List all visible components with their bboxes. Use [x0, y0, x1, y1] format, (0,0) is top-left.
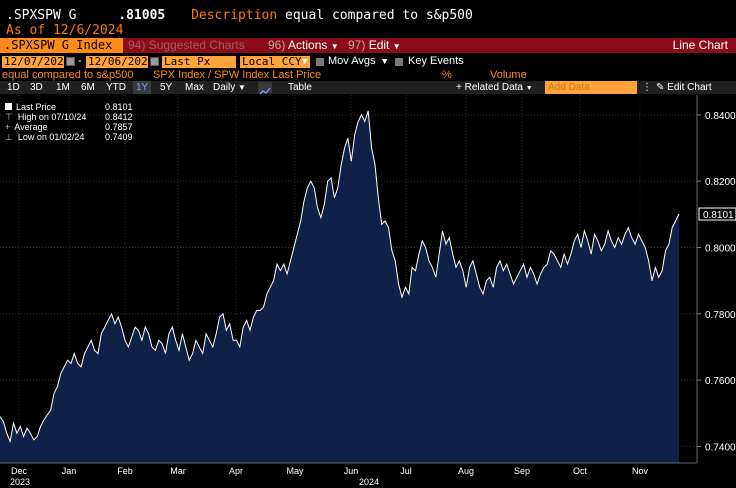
legend-formula: SPX Index / SPW Index Last Price: [153, 69, 322, 81]
period-ytd[interactable]: YTD: [106, 82, 126, 93]
period-1d[interactable]: 1D: [7, 82, 20, 93]
settings-icon[interactable]: ⋮: [642, 82, 652, 93]
ticker[interactable]: .SPXSPW G: [6, 8, 77, 23]
pencil-icon: ✎: [656, 82, 665, 93]
stat-low-value: 0.7409: [105, 132, 133, 142]
suggested-charts-menu[interactable]: 94) Suggested Charts: [128, 38, 245, 53]
x-tick-label: Apr: [229, 466, 243, 476]
key-events-label: Key Events: [408, 55, 464, 67]
average-marker-icon: +: [5, 122, 11, 132]
mov-avgs-checkbox[interactable]: [316, 58, 324, 66]
suggested-charts-number: 94): [128, 38, 146, 52]
last-price-tag: [698, 207, 736, 221]
chevron-down-icon: ▼: [302, 57, 308, 67]
x-tick-label: May: [286, 466, 304, 476]
chevron-down-icon: ▼: [238, 83, 246, 92]
add-data-input[interactable]: Add Data: [545, 81, 637, 94]
key-events-checkbox[interactable]: [395, 58, 403, 66]
legend-volume: Volume: [490, 69, 527, 81]
currency-select[interactable]: Local CCY: [240, 56, 310, 68]
edit-chart-label: Edit Chart: [667, 82, 712, 93]
chart-type-label: Line Chart: [672, 38, 728, 52]
period-1m[interactable]: 1M: [56, 82, 70, 93]
stat-average-value: 0.7857: [105, 122, 133, 132]
stat-high-label: High on 07/10/24: [17, 112, 87, 122]
x-tick-label: Aug: [458, 466, 474, 476]
y-tick-label: 0.7800: [705, 310, 736, 321]
chevron-down-icon: ▼: [525, 85, 533, 92]
actions-menu[interactable]: 96) Actions ▼: [268, 38, 339, 53]
chevron-down-icon[interactable]: ▼: [382, 57, 388, 67]
period-3d[interactable]: 3D: [30, 82, 43, 93]
calendar-icon[interactable]: [150, 57, 159, 66]
period-5y[interactable]: 5Y: [160, 82, 173, 93]
as-of-date: As of 12/6/2024: [6, 23, 124, 38]
x-tick-label: Jun: [344, 466, 359, 476]
y-tick-label: 0.7400: [705, 442, 736, 453]
high-marker-icon: ⊤: [5, 112, 13, 122]
stat-low-label: Low on 01/02/24: [17, 132, 85, 142]
x-tick-label: Dec: [11, 466, 28, 476]
series-area: [0, 110, 679, 464]
header-row: .SPXSPW G .81005 Description equal compa…: [6, 8, 473, 23]
x-year-label: 2024: [359, 477, 379, 487]
square-icon: [5, 103, 12, 110]
related-data-menu[interactable]: + Related Data ▼: [456, 81, 533, 94]
period-max[interactable]: Max: [185, 82, 204, 93]
security-name-field[interactable]: .SPXSPW G Index: [0, 38, 123, 53]
actions-number: 96): [268, 38, 286, 52]
edit-label: Edit: [368, 38, 390, 52]
calendar-icon[interactable]: [66, 57, 75, 66]
period-1y[interactable]: 1Y: [133, 81, 152, 94]
frequency-label: Daily: [213, 82, 236, 93]
legend-percent: %: [442, 69, 452, 81]
x-tick-label: Sep: [514, 466, 530, 476]
last-price-value: .81005: [118, 8, 166, 23]
last-price-tag-label: 0.8101: [703, 210, 734, 221]
edit-chart-button[interactable]: ✎ Edit Chart: [656, 81, 712, 94]
actions-label: Actions: [288, 38, 328, 52]
stat-average-label: Average: [14, 122, 48, 132]
low-marker-icon: ⊥: [5, 132, 13, 142]
edit-menu[interactable]: 97) Edit ▼: [348, 38, 401, 53]
period-6m[interactable]: 6M: [81, 82, 95, 93]
description-value: equal compared to s&p500: [285, 8, 473, 23]
table-button[interactable]: Table: [288, 82, 312, 93]
x-axis: Dec Jan Feb Mar Apr May Jun Jul Aug Sep Oct Nov 2023…: [0, 462, 697, 487]
description-label: Description: [191, 8, 278, 23]
x-tick-label: Jan: [62, 466, 77, 476]
y-tick-label: 0.8200: [705, 177, 736, 188]
menu-bar: [0, 38, 736, 53]
end-date-input[interactable]: 12/06/2024: [86, 55, 155, 68]
chevron-down-icon: ▼: [392, 42, 401, 51]
suggested-charts-label: Suggested Charts: [148, 38, 245, 52]
chevron-down-icon: ▼: [330, 42, 339, 51]
y-axis: 0.8400 0.8200 0.8000 0.7800 0.7600 0.7400 0.81…: [696, 95, 736, 463]
x-tick-label: Jul: [400, 466, 412, 476]
stat-last-value: 0.8101: [105, 102, 133, 112]
stat-high-value: 0.8412: [105, 112, 133, 122]
start-date-input[interactable]: 12/07/2023: [2, 55, 71, 68]
y-tick-label: 0.8400: [705, 111, 736, 122]
edit-number: 97): [348, 38, 366, 52]
mov-avgs-label: Mov Avgs: [328, 55, 376, 67]
frequency-select[interactable]: Daily ▼: [213, 81, 246, 94]
field-select[interactable]: Last Px: [162, 56, 236, 68]
stat-last-label: Last Price: [16, 102, 57, 112]
x-tick-label: Oct: [573, 466, 588, 476]
series-line: [0, 110, 680, 444]
y-tick-label: 0.8000: [705, 244, 736, 255]
price-chart[interactable]: 0.8400 0.8200 0.8000 0.7800 0.7600 0.7400 0.81…: [0, 95, 736, 488]
y-tick-label: 0.7600: [705, 376, 736, 387]
x-year-label: 2023: [10, 477, 30, 487]
line-chart-icon[interactable]: [258, 82, 272, 95]
chart-area: [0, 110, 680, 464]
legend-series-name: equal compared to s&p500: [2, 69, 134, 81]
x-tick-label: Mar: [170, 466, 186, 476]
date-separator: -: [78, 55, 82, 67]
related-data-label: + Related Data: [456, 82, 523, 93]
x-tick-label: Feb: [117, 466, 133, 476]
x-tick-label: Nov: [632, 466, 649, 476]
